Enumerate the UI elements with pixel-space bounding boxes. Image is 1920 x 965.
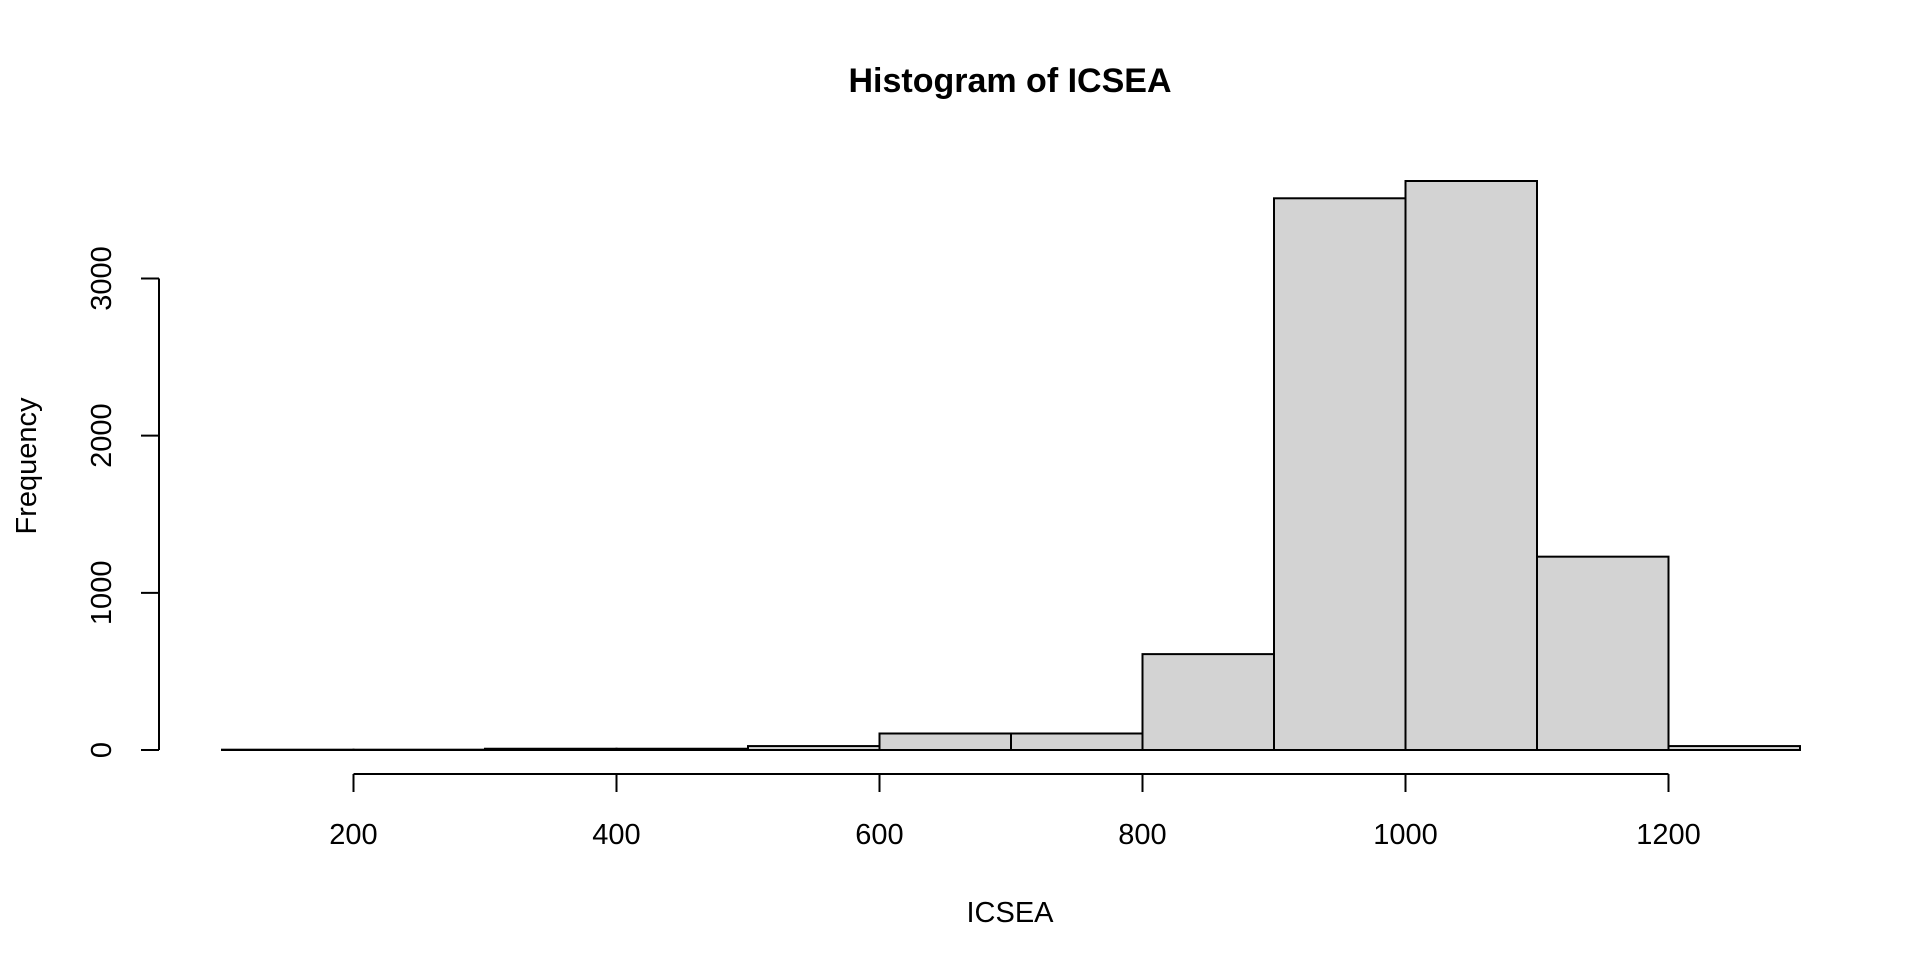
histogram-bar xyxy=(1143,654,1275,750)
x-tick-label: 200 xyxy=(329,819,377,851)
y-tick-label: 1000 xyxy=(86,561,118,626)
x-axis: 200 400 600 800 1000 1200 xyxy=(329,774,1700,851)
histogram-bar xyxy=(617,749,749,750)
y-tick-label: 0 xyxy=(86,742,118,758)
histogram-bar xyxy=(485,749,617,750)
histogram-bar xyxy=(1406,181,1538,750)
y-tick-label: 2000 xyxy=(86,403,118,468)
y-tick-label: 3000 xyxy=(86,246,118,311)
x-tick-label: 800 xyxy=(1118,819,1166,851)
y-axis-label: Frequency xyxy=(11,397,43,535)
x-tick-label: 600 xyxy=(855,819,903,851)
histogram-bar xyxy=(1274,198,1406,750)
histogram-bar xyxy=(748,746,880,750)
x-tick-label: 1000 xyxy=(1373,819,1438,851)
histogram-bar xyxy=(1011,733,1143,750)
histogram-bar xyxy=(1537,557,1669,750)
x-tick-label: 1200 xyxy=(1636,819,1701,851)
y-axis: 0 1000 2000 3000 xyxy=(86,246,159,758)
chart-title: Histogram of ICSEA xyxy=(848,62,1171,100)
histogram-bar xyxy=(1669,746,1801,750)
histogram-bar xyxy=(880,733,1012,750)
x-axis-label: ICSEA xyxy=(966,897,1054,929)
bars-group xyxy=(222,181,1800,750)
x-tick-label: 400 xyxy=(592,819,640,851)
